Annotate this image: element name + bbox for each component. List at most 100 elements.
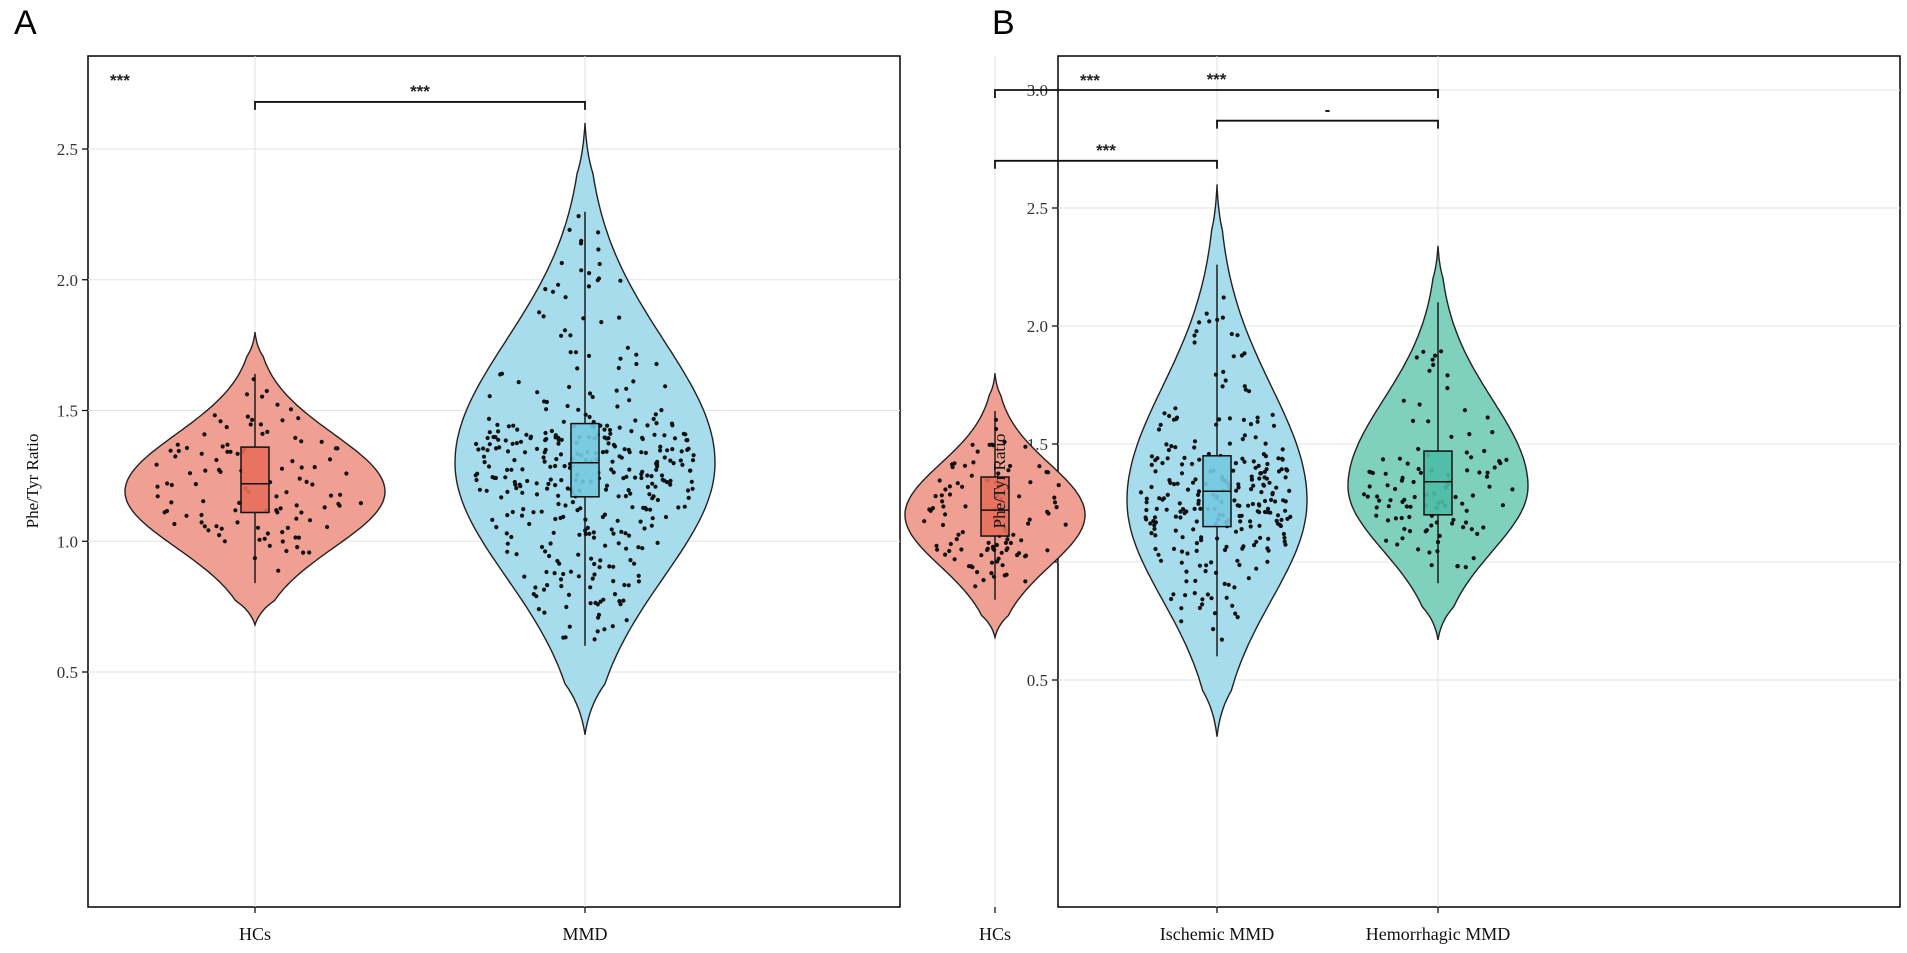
- data-point: [1056, 483, 1061, 488]
- data-point: [295, 545, 300, 550]
- data-point: [1153, 458, 1158, 463]
- data-point: [1367, 484, 1372, 489]
- data-point: [1427, 550, 1432, 555]
- data-point: [172, 521, 177, 527]
- data-point: [609, 527, 614, 532]
- data-point: [1200, 602, 1205, 607]
- data-point: [534, 481, 539, 486]
- data-point: [662, 478, 667, 483]
- data-point: [568, 569, 574, 574]
- data-point: [1385, 483, 1390, 488]
- data-point: [1184, 509, 1189, 514]
- data-point: [1365, 494, 1370, 499]
- data-point: [199, 512, 204, 518]
- data-point: [1152, 526, 1157, 532]
- data-point: [1169, 596, 1174, 602]
- data-point: [1388, 498, 1393, 503]
- data-point: [578, 241, 584, 246]
- data-point: [642, 526, 647, 531]
- data-point: [1431, 362, 1436, 367]
- data-point: [498, 372, 503, 377]
- data-point: [218, 419, 223, 424]
- data-point: [573, 350, 579, 355]
- data-point: [505, 513, 510, 518]
- data-point: [1248, 524, 1253, 529]
- y-tick-label: 0.5: [1027, 671, 1048, 690]
- data-point: [541, 455, 546, 460]
- data-point: [596, 615, 601, 620]
- data-point: [623, 531, 628, 536]
- data-point: [681, 431, 686, 436]
- data-point: [1232, 585, 1237, 590]
- data-point: [284, 548, 289, 554]
- data-point: [590, 394, 595, 400]
- data-point: [1416, 466, 1421, 472]
- data-point: [1153, 533, 1158, 538]
- data-point: [595, 629, 600, 634]
- data-point: [1196, 501, 1201, 506]
- data-point: [619, 529, 624, 534]
- data-point: [1185, 487, 1191, 492]
- data-point: [1182, 455, 1187, 460]
- panel-a-y-ticks: 0.5 1.0 1.5 2.0 2.5: [57, 140, 586, 913]
- data-point: [616, 365, 621, 371]
- data-point: [514, 441, 520, 446]
- data-point: [979, 553, 984, 558]
- data-point: [543, 287, 548, 292]
- data-point: [544, 407, 549, 412]
- data-point: [1377, 498, 1382, 503]
- data-point: [1237, 503, 1242, 508]
- data-point: [1221, 369, 1226, 374]
- data-point: [1144, 500, 1149, 505]
- data-point: [494, 525, 499, 530]
- data-point: [639, 450, 644, 455]
- data-point: [996, 471, 1001, 476]
- data-point: [1374, 513, 1379, 518]
- data-point: [219, 526, 224, 531]
- data-point: [1028, 480, 1033, 485]
- data-point: [645, 484, 651, 490]
- data-point: [1269, 497, 1274, 502]
- data-point: [577, 532, 582, 537]
- data-point: [1002, 439, 1007, 445]
- data-point: [1052, 495, 1057, 500]
- data-point: [1156, 427, 1162, 432]
- data-point: [652, 432, 657, 437]
- data-point: [1374, 505, 1379, 510]
- data-point: [1393, 516, 1398, 521]
- data-point: [1283, 499, 1288, 504]
- data-point: [1236, 482, 1241, 487]
- data-point: [640, 546, 645, 551]
- data-point: [552, 571, 557, 576]
- data-point: [1221, 295, 1226, 300]
- data-point: [486, 416, 492, 421]
- data-point: [989, 560, 995, 565]
- data-point: [1167, 478, 1172, 483]
- data-point: [592, 561, 597, 567]
- data-point: [650, 481, 655, 486]
- data-point: [1257, 510, 1262, 515]
- data-point: [1401, 398, 1406, 403]
- data-point: [604, 483, 610, 488]
- data-point: [607, 427, 613, 433]
- data-point: [634, 352, 639, 357]
- data-point: [1386, 504, 1391, 509]
- data-point: [1183, 593, 1188, 598]
- data-point: [653, 484, 658, 489]
- data-point: [1510, 487, 1515, 492]
- data-point: [1477, 470, 1482, 475]
- data-point: [1249, 477, 1255, 482]
- data-point: [485, 435, 490, 441]
- data-point: [640, 435, 645, 440]
- data-point: [548, 464, 553, 469]
- category-label: HCs: [979, 924, 1011, 944]
- data-point: [1171, 417, 1177, 422]
- data-point: [559, 437, 564, 442]
- data-point: [559, 260, 564, 266]
- data-point: [1229, 331, 1234, 337]
- data-point: [175, 442, 180, 447]
- box-0: [980, 476, 1010, 537]
- data-point: [228, 449, 233, 454]
- data-point: [612, 592, 618, 597]
- box-2: [1423, 450, 1453, 516]
